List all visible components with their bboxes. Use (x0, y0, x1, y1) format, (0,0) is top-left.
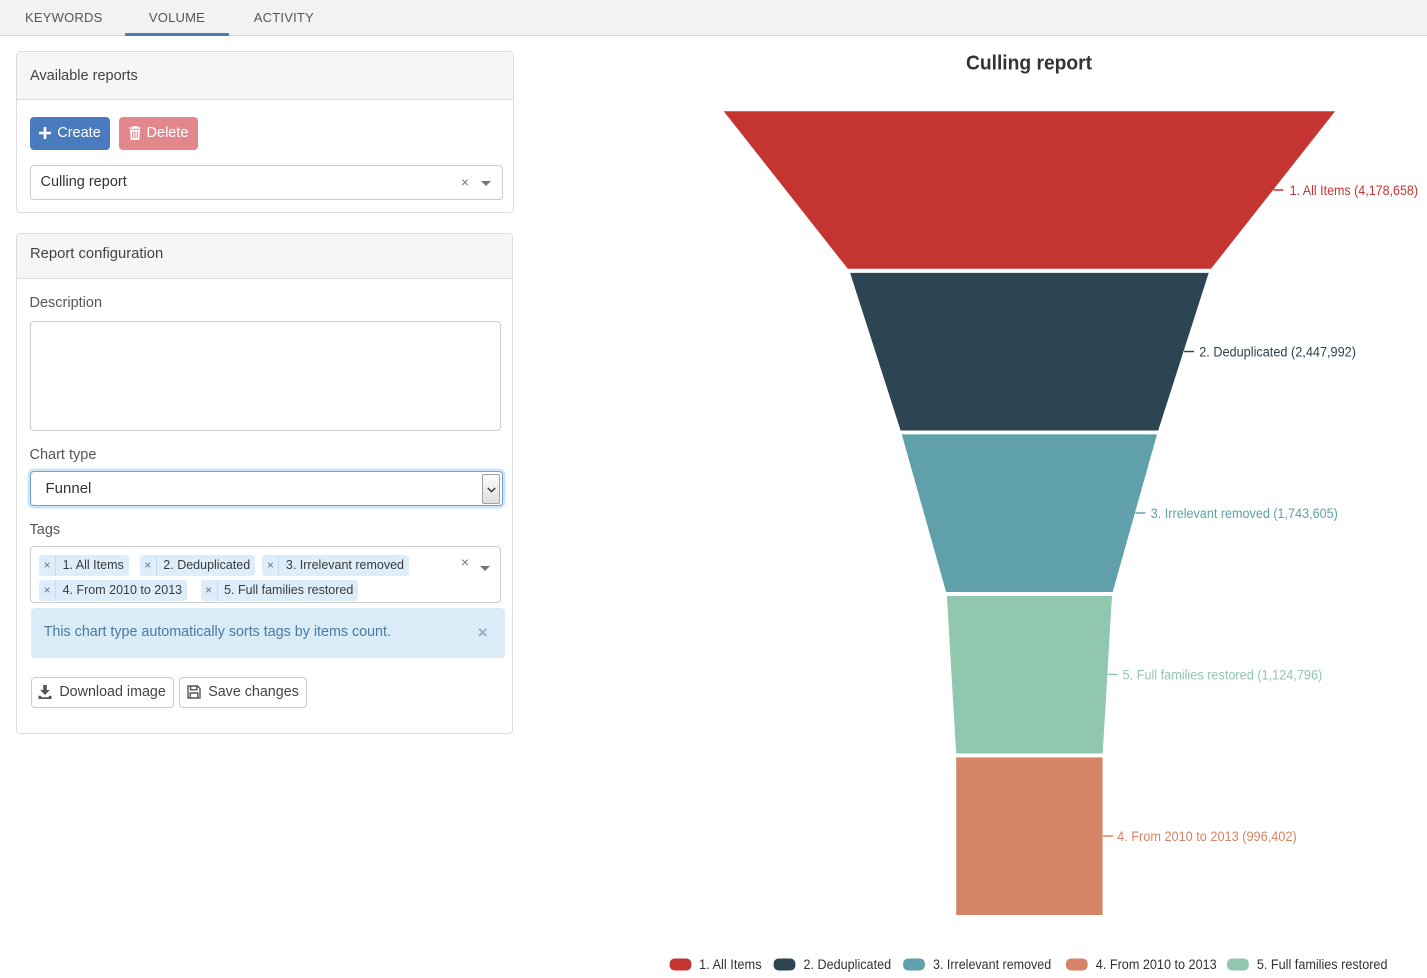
svg-text:2. Deduplicated (2,447,992): 2. Deduplicated (2,447,992) (1199, 345, 1356, 360)
svg-text:4. From 2010 to 2013 (996,402): 4. From 2010 to 2013 (996,402) (1117, 829, 1297, 844)
svg-text:5. Full families restored (1,1: 5. Full families restored (1,124,796) (1123, 668, 1323, 683)
svg-text:4. From 2010 to 2013: 4. From 2010 to 2013 (1096, 957, 1217, 972)
svg-text:3. Irrelevant removed: 3. Irrelevant removed (933, 957, 1051, 972)
svg-text:1. All Items (4,178,658): 1. All Items (4,178,658) (1290, 183, 1418, 198)
svg-text:1. All Items: 1. All Items (699, 957, 762, 972)
svg-text:Culling report: Culling report (966, 53, 1092, 75)
svg-text:2. Deduplicated: 2. Deduplicated (804, 957, 892, 972)
svg-text:5. Full families restored: 5. Full families restored (1257, 957, 1388, 972)
svg-text:3. Irrelevant removed (1,743,6: 3. Irrelevant removed (1,743,605) (1151, 506, 1338, 521)
